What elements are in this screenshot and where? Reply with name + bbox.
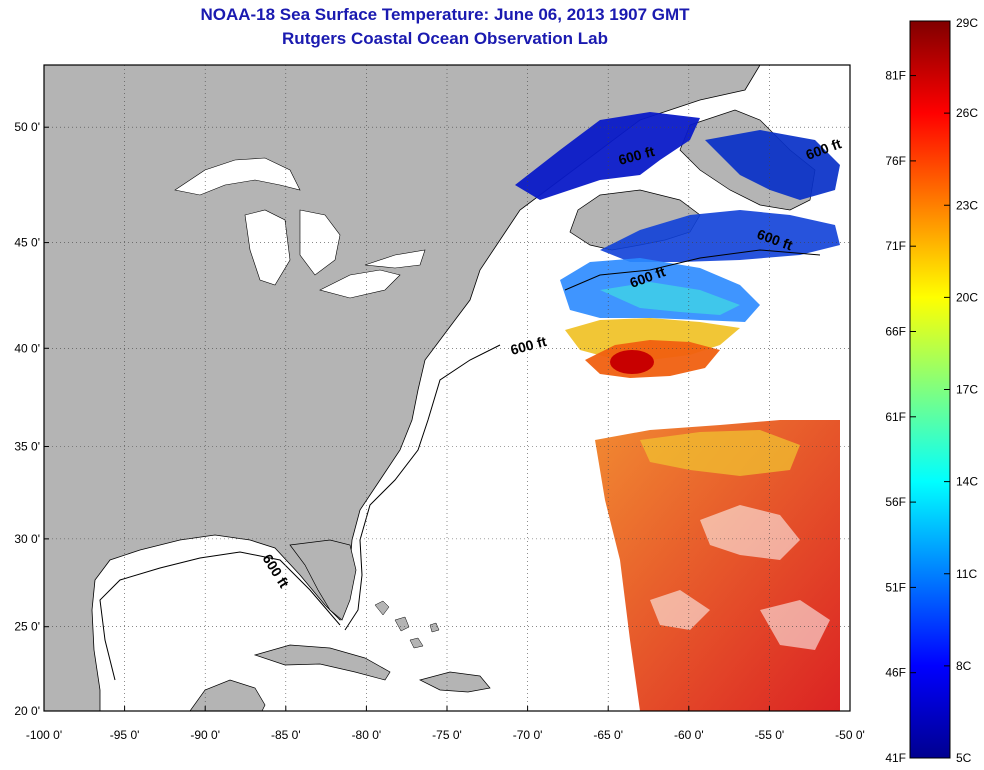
- colorbar-celsius-label: 8C: [956, 659, 972, 673]
- colorbar-fahrenheit-label: 41F: [885, 751, 906, 765]
- x-tick-label: -70 0': [513, 728, 543, 742]
- y-tick-label: 20 0': [14, 704, 40, 718]
- bahamas-islands: [374, 600, 440, 649]
- sst-swath-gulf-stlawrence: [515, 112, 700, 200]
- colorbar-celsius-label: 20C: [956, 290, 978, 304]
- colorbar-fahrenheit-label: 76F: [885, 154, 906, 168]
- cuba-land: [253, 644, 391, 681]
- y-tick-label: 30 0': [14, 532, 40, 546]
- sst-swath-grand-banks: [600, 210, 840, 262]
- y-tick-label: 35 0': [14, 439, 40, 453]
- colorbar-fahrenheit-label: 71F: [885, 239, 906, 253]
- x-tick-label: -80 0': [352, 728, 382, 742]
- sst-swath-shelf: [600, 282, 740, 315]
- sst-warm-eddy: [610, 350, 654, 374]
- colorbar-celsius-label: 23C: [956, 198, 978, 212]
- x-tick-label: -50 0': [835, 728, 865, 742]
- colorbar-fahrenheit-label: 51F: [885, 580, 906, 594]
- colorbar-fahrenheit-label: 46F: [885, 666, 906, 680]
- colorbar-celsius-label: 26C: [956, 106, 978, 120]
- x-tick-label: -60 0': [674, 728, 704, 742]
- florida-land: [289, 539, 357, 621]
- x-tick-label: -85 0': [271, 728, 301, 742]
- colorbar-fahrenheit-label: 61F: [885, 410, 906, 424]
- map-subtitle: Rutgers Coastal Ocean Observation Lab: [282, 29, 608, 48]
- x-axis-ticks: -100 0' -95 0' -90 0' -85 0' -80 0' -75 0' -70…: [26, 706, 865, 742]
- map-title: NOAA-18 Sea Surface Temperature: June 06…: [200, 5, 690, 24]
- colorbar-fahrenheit-label: 66F: [885, 324, 906, 338]
- colorbar-fahrenheit-label: 81F: [885, 69, 906, 83]
- y-tick-label: 40 0': [14, 341, 40, 355]
- y-axis-ticks: 20 0' 25 0' 30 0' 35 0' 40 0' 45 0' 50 0': [14, 120, 49, 718]
- colorbar-celsius-label: 29C: [956, 16, 978, 30]
- colorbar-fahrenheit-label: 56F: [885, 495, 906, 509]
- x-tick-label: -95 0': [110, 728, 140, 742]
- colorbar: [909, 20, 951, 759]
- x-tick-label: -65 0': [593, 728, 623, 742]
- y-tick-label: 45 0': [14, 236, 40, 250]
- colorbar-celsius-label: 5C: [956, 751, 972, 765]
- x-tick-label: -100 0': [26, 728, 62, 742]
- colorbar-celsius-label: 11C: [956, 567, 977, 581]
- colorbar-celsius-label: 14C: [956, 475, 978, 489]
- sst-swath-sargasso-yellow: [640, 430, 800, 476]
- y-tick-label: 50 0': [14, 120, 40, 134]
- x-tick-label: -55 0': [755, 728, 785, 742]
- hispaniola-land: [419, 671, 491, 693]
- sst-swath-labrador: [705, 130, 840, 200]
- isobath-600ft: [99, 249, 821, 681]
- colorbar-ticks: 29C 26C 23C 20C 17C 14C 11C 8C 5C 81F 76F 71F 66F 61F…: [885, 16, 978, 765]
- colorbar-celsius-label: 17C: [956, 383, 978, 397]
- x-tick-label: -90 0': [190, 728, 220, 742]
- x-tick-label: -75 0': [432, 728, 462, 742]
- y-tick-label: 25 0': [14, 620, 40, 634]
- great-lakes: [174, 157, 426, 299]
- sst-swath-clouds: [650, 505, 830, 650]
